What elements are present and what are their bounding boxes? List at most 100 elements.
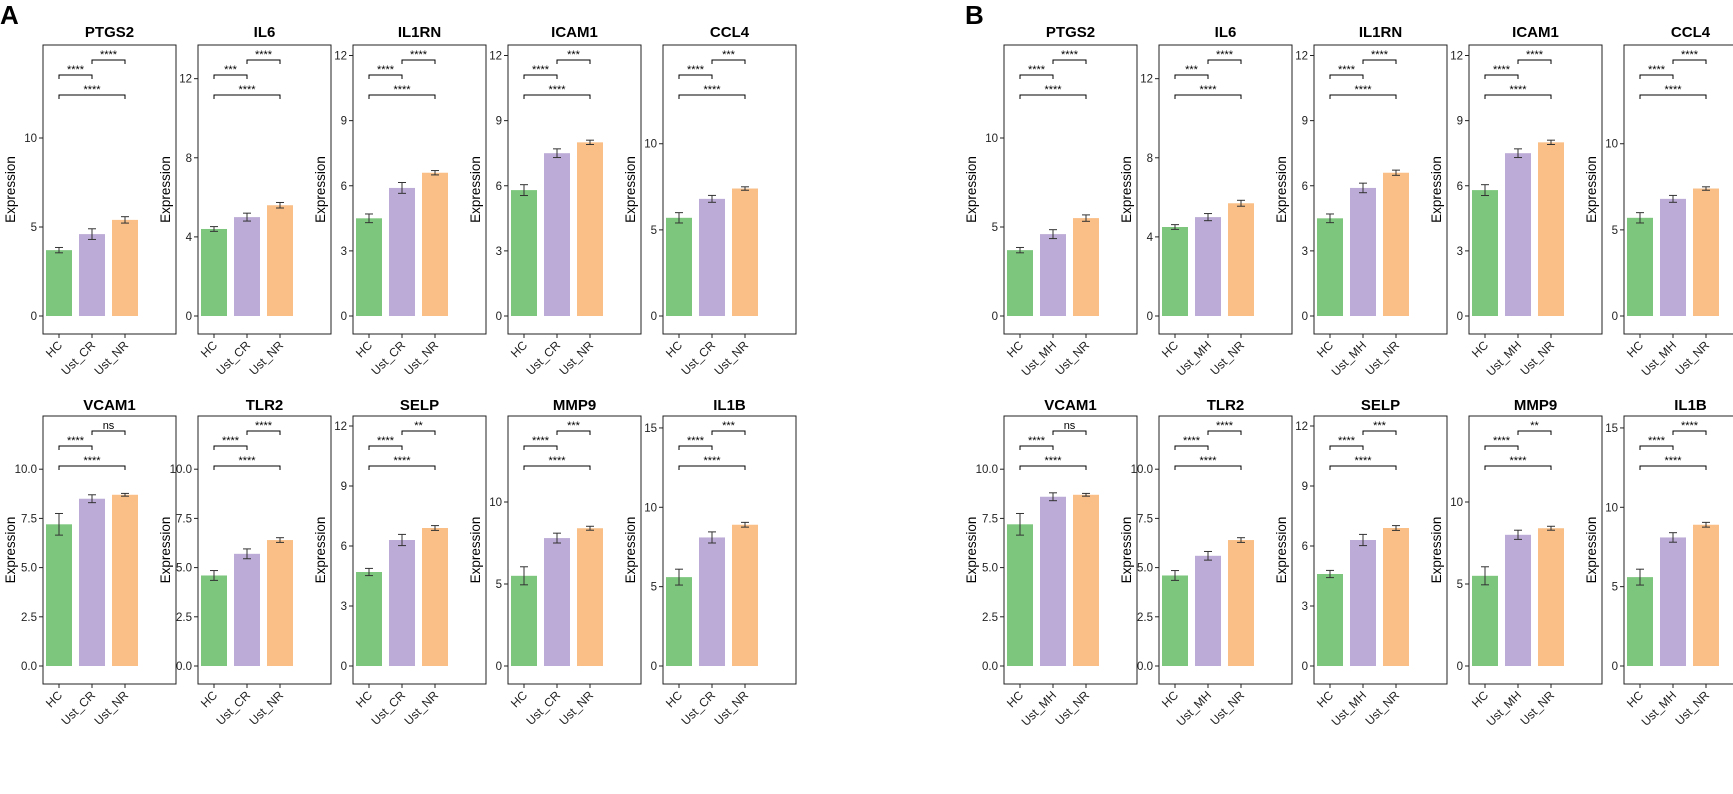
plot-frame [1003, 44, 1138, 335]
chart-a-ccl4: CCL4Expression0510HCUst_CRUst_NR********… [623, 24, 797, 378]
significance-label: **** [238, 455, 256, 467]
significance-bracket [213, 465, 281, 470]
plot-frame [1003, 415, 1138, 685]
x-tick-label: Ust_NR [1208, 688, 1248, 728]
y-axis-title: Expression [158, 517, 173, 584]
chart-title: IL1B [713, 397, 746, 414]
y-tick-label: 0 [651, 311, 657, 323]
y-tick-label: 12 [179, 74, 192, 86]
y-tick-label: 0 [992, 311, 998, 323]
significance-label: **** [1526, 49, 1544, 61]
plot-frame [507, 44, 642, 335]
significance-label: **** [1028, 435, 1046, 447]
chart-title: VCAM1 [83, 397, 136, 414]
significance-bracket [1019, 74, 1054, 79]
y-tick-label: 3 [341, 601, 347, 613]
y-tick-label: 12 [334, 421, 347, 433]
y-axis-title: Expression [1584, 156, 1599, 223]
y-tick-label: 0 [1612, 661, 1618, 673]
bar-ust-nr [1383, 172, 1409, 316]
chart-title: IL6 [1215, 24, 1237, 41]
significance-label: **** [1338, 435, 1356, 447]
chart-b-vcam1: VCAM1 Expression 0.0 2.5 5.0 7.5 10.0 HCUst_MHU… [964, 397, 1138, 729]
x-tick-label: HC [663, 688, 685, 710]
x-tick-label: HC [43, 338, 65, 360]
significance-label: **** [1354, 84, 1372, 96]
bar-hc [511, 190, 537, 316]
y-tick-label: 15 [1605, 423, 1618, 435]
chart-a-selp: SELPExpression036912HCUst_CRUst_NR******… [313, 397, 487, 728]
y-tick-label: 4 [1147, 232, 1154, 244]
x-tick-label: Ust_NR [1053, 688, 1093, 728]
y-tick-label: 0 [1457, 311, 1463, 323]
bar-ust-mh [1040, 496, 1066, 666]
y-tick-label: 5 [31, 222, 37, 234]
plot-frame [1623, 44, 1733, 335]
y-tick-label: 9 [341, 116, 347, 128]
bar-hc [1472, 575, 1498, 666]
significance-label: **** [1183, 435, 1201, 447]
significance-bracket [678, 94, 746, 99]
y-tick-label: 2.5 [1137, 612, 1153, 624]
significance-label: **** [1371, 49, 1389, 61]
y-axis-title: Expression [3, 517, 18, 584]
bar-ust-nr [1228, 203, 1254, 316]
significance-bracket [1207, 430, 1242, 435]
y-tick-label: 0 [341, 311, 347, 323]
y-tick-label: 12 [334, 51, 347, 63]
bar-hc [356, 218, 382, 316]
significance-label: **** [687, 435, 705, 447]
significance-label: **** [67, 435, 85, 447]
significance-label: **** [1648, 64, 1666, 76]
significance-label: **** [410, 49, 428, 61]
y-tick-label: 5 [496, 579, 502, 591]
y-tick-label: 3 [1302, 601, 1308, 613]
y-axis-title: Expression [1119, 156, 1134, 223]
x-tick-label: Ust_NR [402, 688, 442, 728]
plot-frame [1468, 415, 1603, 685]
significance-label: **** [1681, 49, 1699, 61]
bar-ust-nr [267, 205, 293, 316]
x-tick-label: Ust_NR [712, 688, 752, 728]
x-tick-label: Ust_MH [1019, 338, 1060, 379]
significance-label: **** [1338, 64, 1356, 76]
significance-bracket [246, 59, 281, 64]
chart-a-icam1: ICAM1Expression036912HCUst_CRUst_NR*****… [468, 24, 642, 378]
significance-bracket [1484, 94, 1552, 99]
y-tick-label: 0 [341, 661, 347, 673]
x-tick-label: Ust_NR [402, 338, 442, 378]
y-tick-label: 6 [1302, 181, 1308, 193]
bar-ust-cr [79, 234, 105, 316]
significance-label: **** [100, 49, 118, 61]
significance-label: *** [224, 64, 238, 76]
chart-title: SELP [400, 397, 439, 414]
bar-ust-nr [577, 142, 603, 316]
bar-ust-nr [267, 540, 293, 666]
significance-bracket [1484, 74, 1519, 79]
significance-label: **** [377, 64, 395, 76]
y-tick-label: 10.0 [1131, 464, 1153, 476]
bar-hc [666, 577, 692, 666]
y-tick-label: 10 [489, 497, 502, 509]
x-tick-label: Ust_CR [524, 688, 564, 728]
x-tick-label: Ust_NR [712, 338, 752, 378]
chart-a-vcam1: VCAM1 Expression 0.0 2.5 5.0 7.5 10.0 HCUst_CRU… [3, 397, 177, 728]
significance-label: **** [1199, 455, 1217, 467]
plot-frame [197, 44, 332, 335]
x-tick-label: Ust_NR [247, 688, 287, 728]
bar-ust-mh [1040, 234, 1066, 316]
y-axis-title: Expression [468, 517, 483, 584]
x-tick-label: HC [1469, 338, 1491, 360]
y-tick-label: 0.0 [982, 661, 998, 673]
significance-label: *** [722, 49, 736, 61]
significance-bracket [1329, 94, 1397, 99]
significance-label: **** [1648, 435, 1666, 447]
significance-label: **** [532, 64, 550, 76]
y-axis-title: Expression [1429, 156, 1444, 223]
x-tick-label: HC [198, 688, 220, 710]
x-tick-label: HC [1624, 338, 1646, 360]
x-tick-label: Ust_MH [1019, 688, 1060, 729]
significance-bracket [91, 430, 126, 435]
